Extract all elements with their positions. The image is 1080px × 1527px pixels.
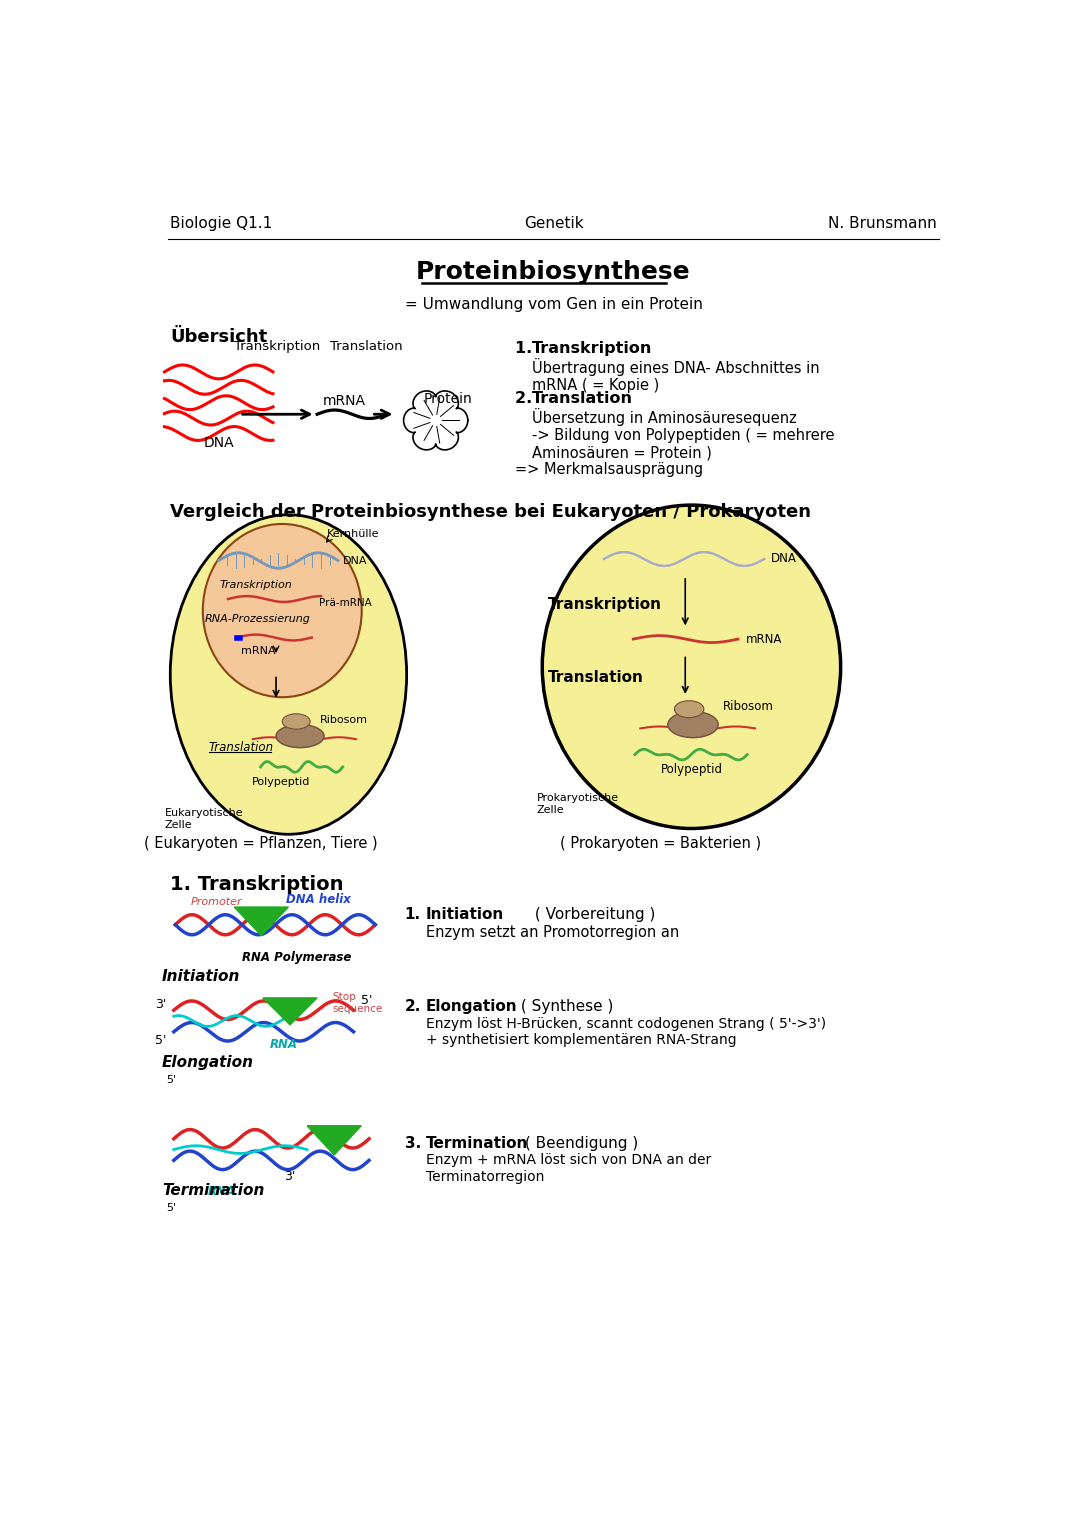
Text: 3': 3' [154,999,166,1011]
Text: 2.: 2. [405,1000,421,1014]
Text: Übersetzung in Aminosäuresequenz
-> Bildung von Polypeptiden ( = mehrere
Aminosä: Übersetzung in Aminosäuresequenz -> Bild… [531,408,834,461]
Text: Stop
sequence: Stop sequence [333,993,383,1014]
Text: Translation: Translation [329,341,402,353]
Text: Prokaryotische
Zelle: Prokaryotische Zelle [537,793,619,815]
Text: Biologie Q1.1: Biologie Q1.1 [170,215,272,231]
Text: Eukaryotische
Zelle: Eukaryotische Zelle [164,808,243,831]
Text: Polypeptid: Polypeptid [252,777,310,788]
Text: = Umwandlung vom Gen in ein Protein: = Umwandlung vom Gen in ein Protein [405,298,702,313]
Text: ( Vorbereitung ): ( Vorbereitung ) [530,907,656,922]
Text: RNA: RNA [207,1185,235,1199]
Text: 5': 5' [166,1203,176,1214]
Text: DNA: DNA [342,556,367,565]
Text: Übersicht: Übersicht [170,328,267,347]
Ellipse shape [674,701,704,718]
Text: mRNA: mRNA [241,646,275,655]
Text: Termination: Termination [426,1136,528,1151]
Text: 1.: 1. [405,907,421,922]
Text: Transkription: Transkription [219,580,293,589]
Text: Proteinbiosynthese: Proteinbiosynthese [416,260,691,284]
Text: Initiation: Initiation [426,907,504,922]
Text: mRNA: mRNA [323,394,366,408]
Text: 3': 3' [284,1170,296,1183]
Text: Elongation: Elongation [426,1000,517,1014]
Text: Übertragung eines DNA- Abschnittes in
mRNA ( = Kopie ): Übertragung eines DNA- Abschnittes in mR… [531,357,820,394]
Text: Elongation: Elongation [162,1055,254,1070]
Text: Vergleich der Proteinbiosynthese bei Eukaryoten / Prokaryoten: Vergleich der Proteinbiosynthese bei Euk… [170,502,811,521]
Ellipse shape [282,713,310,730]
Text: Enzym löst H-Brücken, scannt codogenen Strang ( 5'->3')
+ synthetisiert kompleme: Enzym löst H-Brücken, scannt codogenen S… [426,1017,826,1048]
Text: 2.: 2. [515,391,538,406]
Text: Initiation: Initiation [162,968,241,983]
Text: RNA: RNA [270,1038,298,1051]
Text: Protein: Protein [424,392,473,406]
Text: ( Synthese ): ( Synthese ) [516,1000,613,1014]
Text: RNA-Prozessierung: RNA-Prozessierung [205,614,311,625]
Text: 5': 5' [166,1075,176,1084]
Text: Translation: Translation [208,741,273,754]
Text: RNA Polymerase: RNA Polymerase [242,951,351,964]
Text: => Merkmalsausprägung: => Merkmalsausprägung [515,463,703,476]
Ellipse shape [542,505,840,829]
Polygon shape [234,907,288,936]
Text: 1.: 1. [515,341,538,356]
Ellipse shape [203,524,362,698]
Text: Translation: Translation [548,670,644,686]
Text: Promoter: Promoter [191,896,242,907]
Text: Translation: Translation [531,391,633,406]
Polygon shape [262,999,318,1025]
Text: Transkription: Transkription [548,597,662,612]
Polygon shape [307,1125,362,1154]
Text: 3.: 3. [405,1136,421,1151]
Text: ( Eukaryoten = Pflanzen, Tiere ): ( Eukaryoten = Pflanzen, Tiere ) [144,837,377,852]
Text: DNA: DNA [770,551,796,565]
Text: N. Brunsmann: N. Brunsmann [828,215,937,231]
Text: 5': 5' [362,994,373,1008]
Text: Kernhülle: Kernhülle [326,528,379,539]
Text: Ribosom: Ribosom [723,701,773,713]
Text: 5': 5' [154,1034,166,1046]
Text: Enzym setzt an Promotorregion an: Enzym setzt an Promotorregion an [426,925,679,939]
Text: 1. Transkription: 1. Transkription [170,875,343,893]
Ellipse shape [276,724,324,748]
Text: Polypeptid: Polypeptid [661,764,723,777]
Text: Transkription: Transkription [531,341,652,356]
Text: Genetik: Genetik [524,215,583,231]
Text: mRNA: mRNA [745,632,782,646]
Text: DNA helix: DNA helix [285,893,350,906]
Text: DNA: DNA [203,435,234,450]
Ellipse shape [171,515,407,834]
Text: Enzym + mRNA löst sich von DNA an der
Terminatorregion: Enzym + mRNA löst sich von DNA an der Te… [426,1153,711,1183]
Text: ( Beendigung ): ( Beendigung ) [521,1136,638,1151]
Text: Transkription: Transkription [233,341,320,353]
Text: ( Prokaryoten = Bakterien ): ( Prokaryoten = Bakterien ) [559,837,761,852]
Text: Prä-mRNA: Prä-mRNA [320,599,373,608]
Ellipse shape [667,712,718,738]
Text: Termination: Termination [162,1183,265,1197]
Text: Ribosom: Ribosom [320,715,367,725]
